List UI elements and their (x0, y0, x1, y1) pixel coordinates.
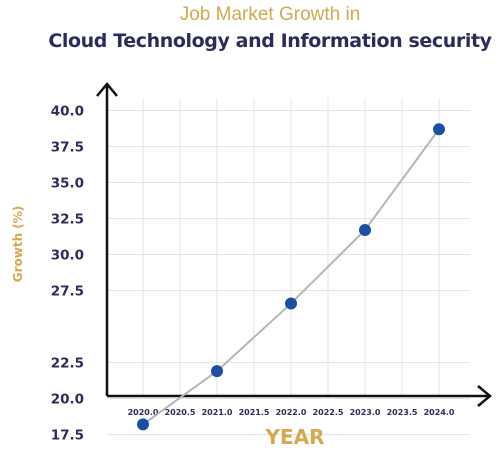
y-axis-label: Growth (%) (11, 206, 25, 283)
y-axis-arrow (96, 82, 118, 97)
axes (96, 82, 492, 407)
series-growth (137, 123, 445, 431)
y-tick-label: 40.0 (51, 104, 84, 120)
x-tick-label: 2020.5 (165, 408, 196, 417)
x-tick-label: 2022.5 (313, 408, 344, 417)
x-tick-label: 2023.5 (387, 408, 418, 417)
y-tick-label: 22.5 (51, 356, 84, 372)
y-tick-label: 37.5 (51, 140, 84, 156)
y-tick-labels: 17.5 20.0 22.5 27.5 30.0 32.5 35.0 37.5 40.0 (51, 104, 84, 444)
data-point (211, 365, 223, 378)
chart-title-line1: Job Market Growth in (179, 4, 361, 25)
y-tick-label: 30.0 (51, 248, 84, 264)
x-tick-label: 2023.0 (350, 408, 381, 417)
x-tick-label: 2021.5 (239, 408, 270, 417)
y-tick-label: 35.0 (51, 176, 84, 192)
data-point (359, 224, 371, 237)
x-tick-label: 2022.0 (276, 408, 307, 417)
x-tick-label: 2024.0 (424, 408, 455, 417)
x-tick-label: 2021.0 (202, 408, 233, 417)
grid-lines (107, 98, 470, 435)
x-axis-arrow (477, 385, 492, 407)
y-tick-label: 32.5 (51, 212, 84, 228)
y-tick-label: 20.0 (51, 392, 84, 408)
data-point (433, 123, 445, 136)
y-tick-label: 17.5 (51, 428, 84, 444)
x-tick-labels: 2020.0 2020.5 2021.0 2021.5 2022.0 2022.5 2023… (128, 408, 455, 417)
chart-title-line2: Cloud Technology and Information securit… (48, 30, 492, 52)
y-tick-label: 27.5 (51, 284, 84, 300)
x-tick-label: 2020.0 (128, 408, 159, 417)
x-axis-label: YEAR (264, 425, 324, 449)
data-point (285, 297, 297, 310)
data-point (137, 418, 149, 431)
